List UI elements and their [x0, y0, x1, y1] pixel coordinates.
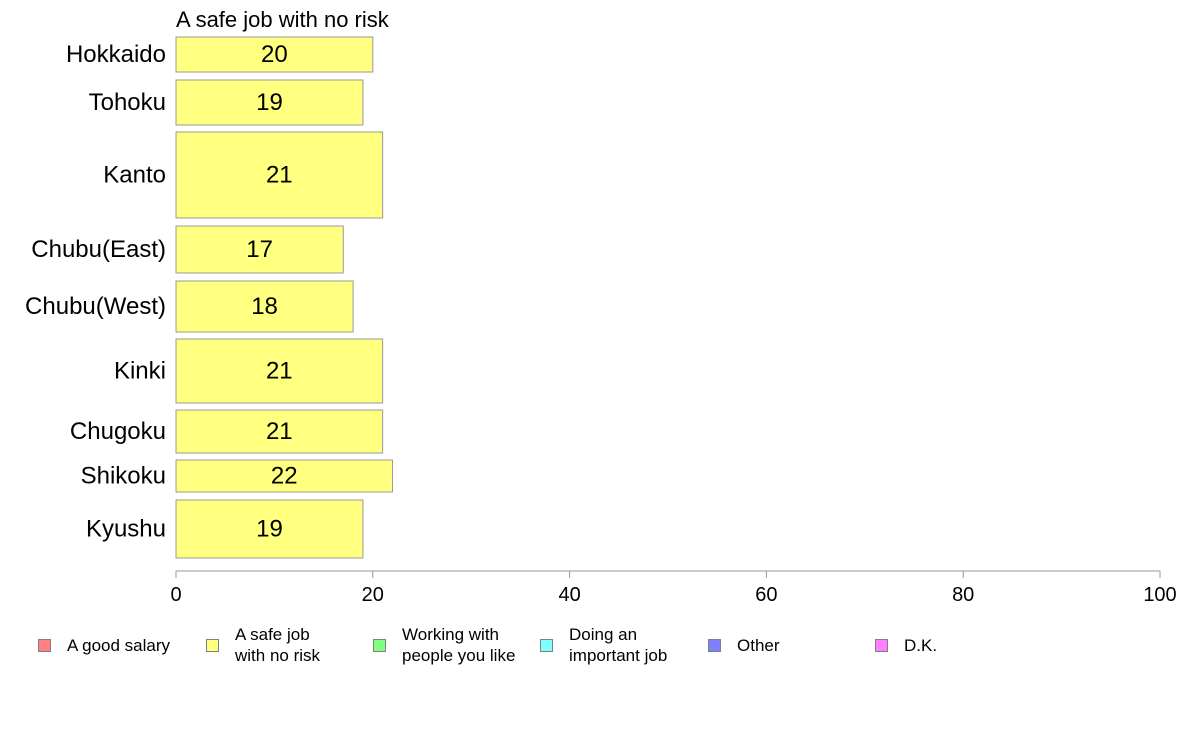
category-label-kinki: Kinki [114, 358, 166, 385]
value-label-chugoku: 21 [266, 418, 293, 445]
legend-label-safe-job: A safe job with no risk [235, 625, 321, 665]
x-axis: 0 20 40 60 80 100 [170, 570, 1177, 606]
category-label-chugoku: Chugoku [70, 418, 166, 445]
category-label-chubu-east: Chubu(East) [31, 236, 166, 263]
value-label-hokkaido: 20 [261, 41, 288, 68]
value-label-kinki: 21 [266, 358, 293, 385]
legend-item-dk: D.K. [875, 620, 937, 670]
bar-hokkaido [175, 36, 374, 73]
bar-kyushu [175, 499, 364, 559]
bars-group: Hokkaido 20 Tohoku 19 Kanto 21 Chubu(East) 17 Ch… [25, 36, 393, 559]
legend-label-other: Other [737, 635, 780, 655]
bar-chugoku [175, 409, 384, 454]
category-label-hokkaido: Hokkaido [66, 41, 166, 68]
bar-chubu-west [175, 280, 354, 333]
value-label-kyushu: 19 [256, 516, 283, 543]
legend-item-other: Other [708, 620, 780, 670]
legend: A good salary A safe job with no risk Wo… [38, 620, 1158, 670]
legend-item-good-salary: A good salary [38, 620, 170, 670]
bar-kinki [175, 338, 384, 404]
legend-item-working-with-people: Working with people you like [373, 620, 515, 670]
legend-swatch-dk [875, 638, 888, 652]
category-label-kyushu: Kyushu [86, 516, 166, 543]
legend-label-important-job: Doing an important job [569, 625, 668, 665]
category-label-chubu-west: Chubu(West) [25, 293, 166, 320]
legend-swatch-important-job [540, 638, 553, 652]
x-tick-label-80: 80 [952, 584, 974, 606]
value-label-kanto: 21 [266, 162, 293, 189]
category-label-tohoku: Tohoku [89, 89, 166, 116]
chart-title: A safe job with no risk [176, 7, 390, 32]
x-tick-label-20: 20 [362, 584, 384, 606]
x-tick-label-100: 100 [1143, 584, 1176, 606]
legend-swatch-safe-job [206, 638, 219, 652]
value-label-chubu-west: 18 [251, 293, 278, 320]
x-tick-label-60: 60 [755, 584, 777, 606]
legend-swatch-working-with-people [373, 638, 386, 652]
legend-label-working-with-people: Working with people you like [402, 625, 516, 665]
value-label-tohoku: 19 [256, 89, 283, 116]
value-label-chubu-east: 17 [246, 236, 273, 263]
x-tick-label-0: 0 [170, 584, 181, 606]
bar-shikoku [175, 459, 393, 493]
legend-swatch-other [708, 638, 721, 652]
category-label-shikoku: Shikoku [81, 463, 166, 490]
legend-swatch-good-salary [38, 638, 51, 652]
legend-item-important-job: Doing an important job [540, 620, 667, 670]
legend-item-safe-job: A safe job with no risk [206, 620, 320, 670]
legend-label-dk: D.K. [904, 635, 938, 655]
value-label-shikoku: 22 [271, 463, 298, 490]
bar-tohoku [175, 79, 364, 126]
bar-kanto [175, 131, 384, 219]
legend-label-good-salary: A good salary [67, 635, 171, 655]
category-label-kanto: Kanto [103, 162, 166, 189]
x-tick-label-40: 40 [558, 584, 580, 606]
bar-chubu-east [175, 225, 344, 274]
